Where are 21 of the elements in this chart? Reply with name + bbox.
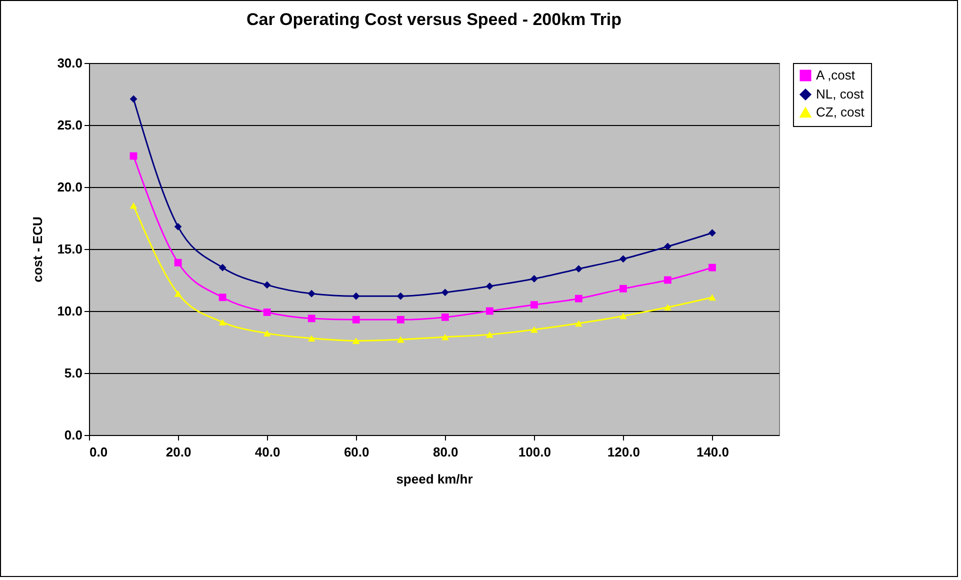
y-tick-label: 5.0 — [64, 366, 82, 380]
y-tick-label: 10.0 — [57, 304, 82, 318]
x-tick-label: 100.0 — [518, 444, 551, 460]
x-tick-label: 20.0 — [166, 444, 192, 460]
y-tick-label: 0.0 — [64, 428, 82, 442]
x-tick-label: 0.0 — [90, 444, 108, 460]
x-axis-title: speed km/hr — [396, 472, 473, 486]
x-tick-label: 140.0 — [696, 444, 729, 460]
x-tick-label: 80.0 — [432, 444, 458, 460]
chart-title: Car Operating Cost versus Speed - 200km Trip — [246, 10, 622, 29]
y-tick-label: 15.0 — [57, 242, 82, 256]
y-tick-label: 20.0 — [57, 180, 82, 194]
legend-label: NL, cost — [816, 86, 864, 102]
y-tick-label: 25.0 — [57, 118, 82, 132]
x-tick-label: 60.0 — [344, 444, 370, 460]
x-tick-label: 40.0 — [254, 444, 280, 460]
x-tick-label: 120.0 — [607, 444, 640, 460]
y-axis-title: cost - ECU — [30, 216, 46, 282]
legend-label: CZ, cost — [816, 104, 865, 120]
y-tick-label: 30.0 — [57, 56, 82, 70]
legend-label: A ,cost — [816, 68, 856, 82]
